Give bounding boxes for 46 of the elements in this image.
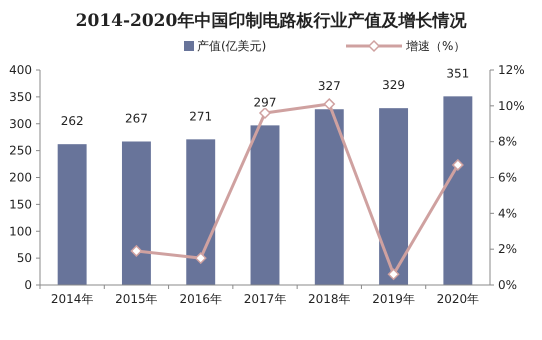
- bar: [186, 139, 216, 285]
- point: [324, 98, 336, 110]
- x-tick-label: 2015年: [115, 292, 158, 306]
- y-tick-label: 100: [9, 224, 32, 238]
- bar: [443, 96, 472, 285]
- bar: [314, 109, 344, 285]
- x-tick-label: 2017年: [244, 292, 286, 306]
- y2-tick-label: 2%: [498, 242, 518, 256]
- y-tick-label: 350: [9, 90, 32, 104]
- y-tick-label: 300: [9, 116, 32, 131]
- bar: [379, 108, 408, 285]
- data-label: 327: [318, 79, 341, 94]
- data-label: 329: [382, 78, 406, 92]
- y-tick-label: 0: [24, 278, 32, 292]
- data-label: 262: [60, 114, 84, 128]
- data-label: 271: [189, 109, 212, 124]
- y-tick-label: 50: [16, 251, 32, 266]
- data-label: 297: [254, 95, 276, 110]
- chart-title: 2014-2020年中国印制电路板行业产值及增长情况: [76, 11, 468, 31]
- y2-tick-label: 4%: [498, 206, 518, 220]
- data-label: 267: [124, 111, 148, 126]
- y-tick-label: 250: [9, 144, 32, 158]
- point: [388, 268, 400, 280]
- bar: [250, 125, 280, 285]
- y2-tick-label: 12%: [498, 63, 525, 77]
- y2-tick-label: 6%: [498, 170, 518, 184]
- legend-label: 产值(亿美元): [197, 39, 266, 53]
- y-tick-label: 400: [9, 63, 32, 77]
- y2-tick-label: 8%: [498, 134, 518, 149]
- y2-tick-label: 10%: [498, 98, 525, 113]
- x-tick-label: 2020年: [436, 292, 480, 306]
- x-tick-label: 2019年: [372, 292, 415, 306]
- point: [452, 159, 464, 171]
- point: [194, 252, 206, 264]
- point: [130, 245, 142, 257]
- legend-label: 增速（%）: [405, 39, 466, 53]
- point: [259, 107, 271, 119]
- x-tick-label: 2016年: [179, 292, 222, 306]
- y2-tick-label: 0%: [498, 278, 518, 292]
- bar: [122, 141, 151, 285]
- x-tick-label: 2014年: [50, 292, 94, 306]
- y-tick-label: 150: [9, 197, 32, 212]
- bar: [58, 144, 87, 285]
- y-tick-label: 200: [9, 170, 32, 184]
- data-label: 351: [446, 66, 470, 80]
- x-tick-label: 2018年: [308, 292, 351, 306]
